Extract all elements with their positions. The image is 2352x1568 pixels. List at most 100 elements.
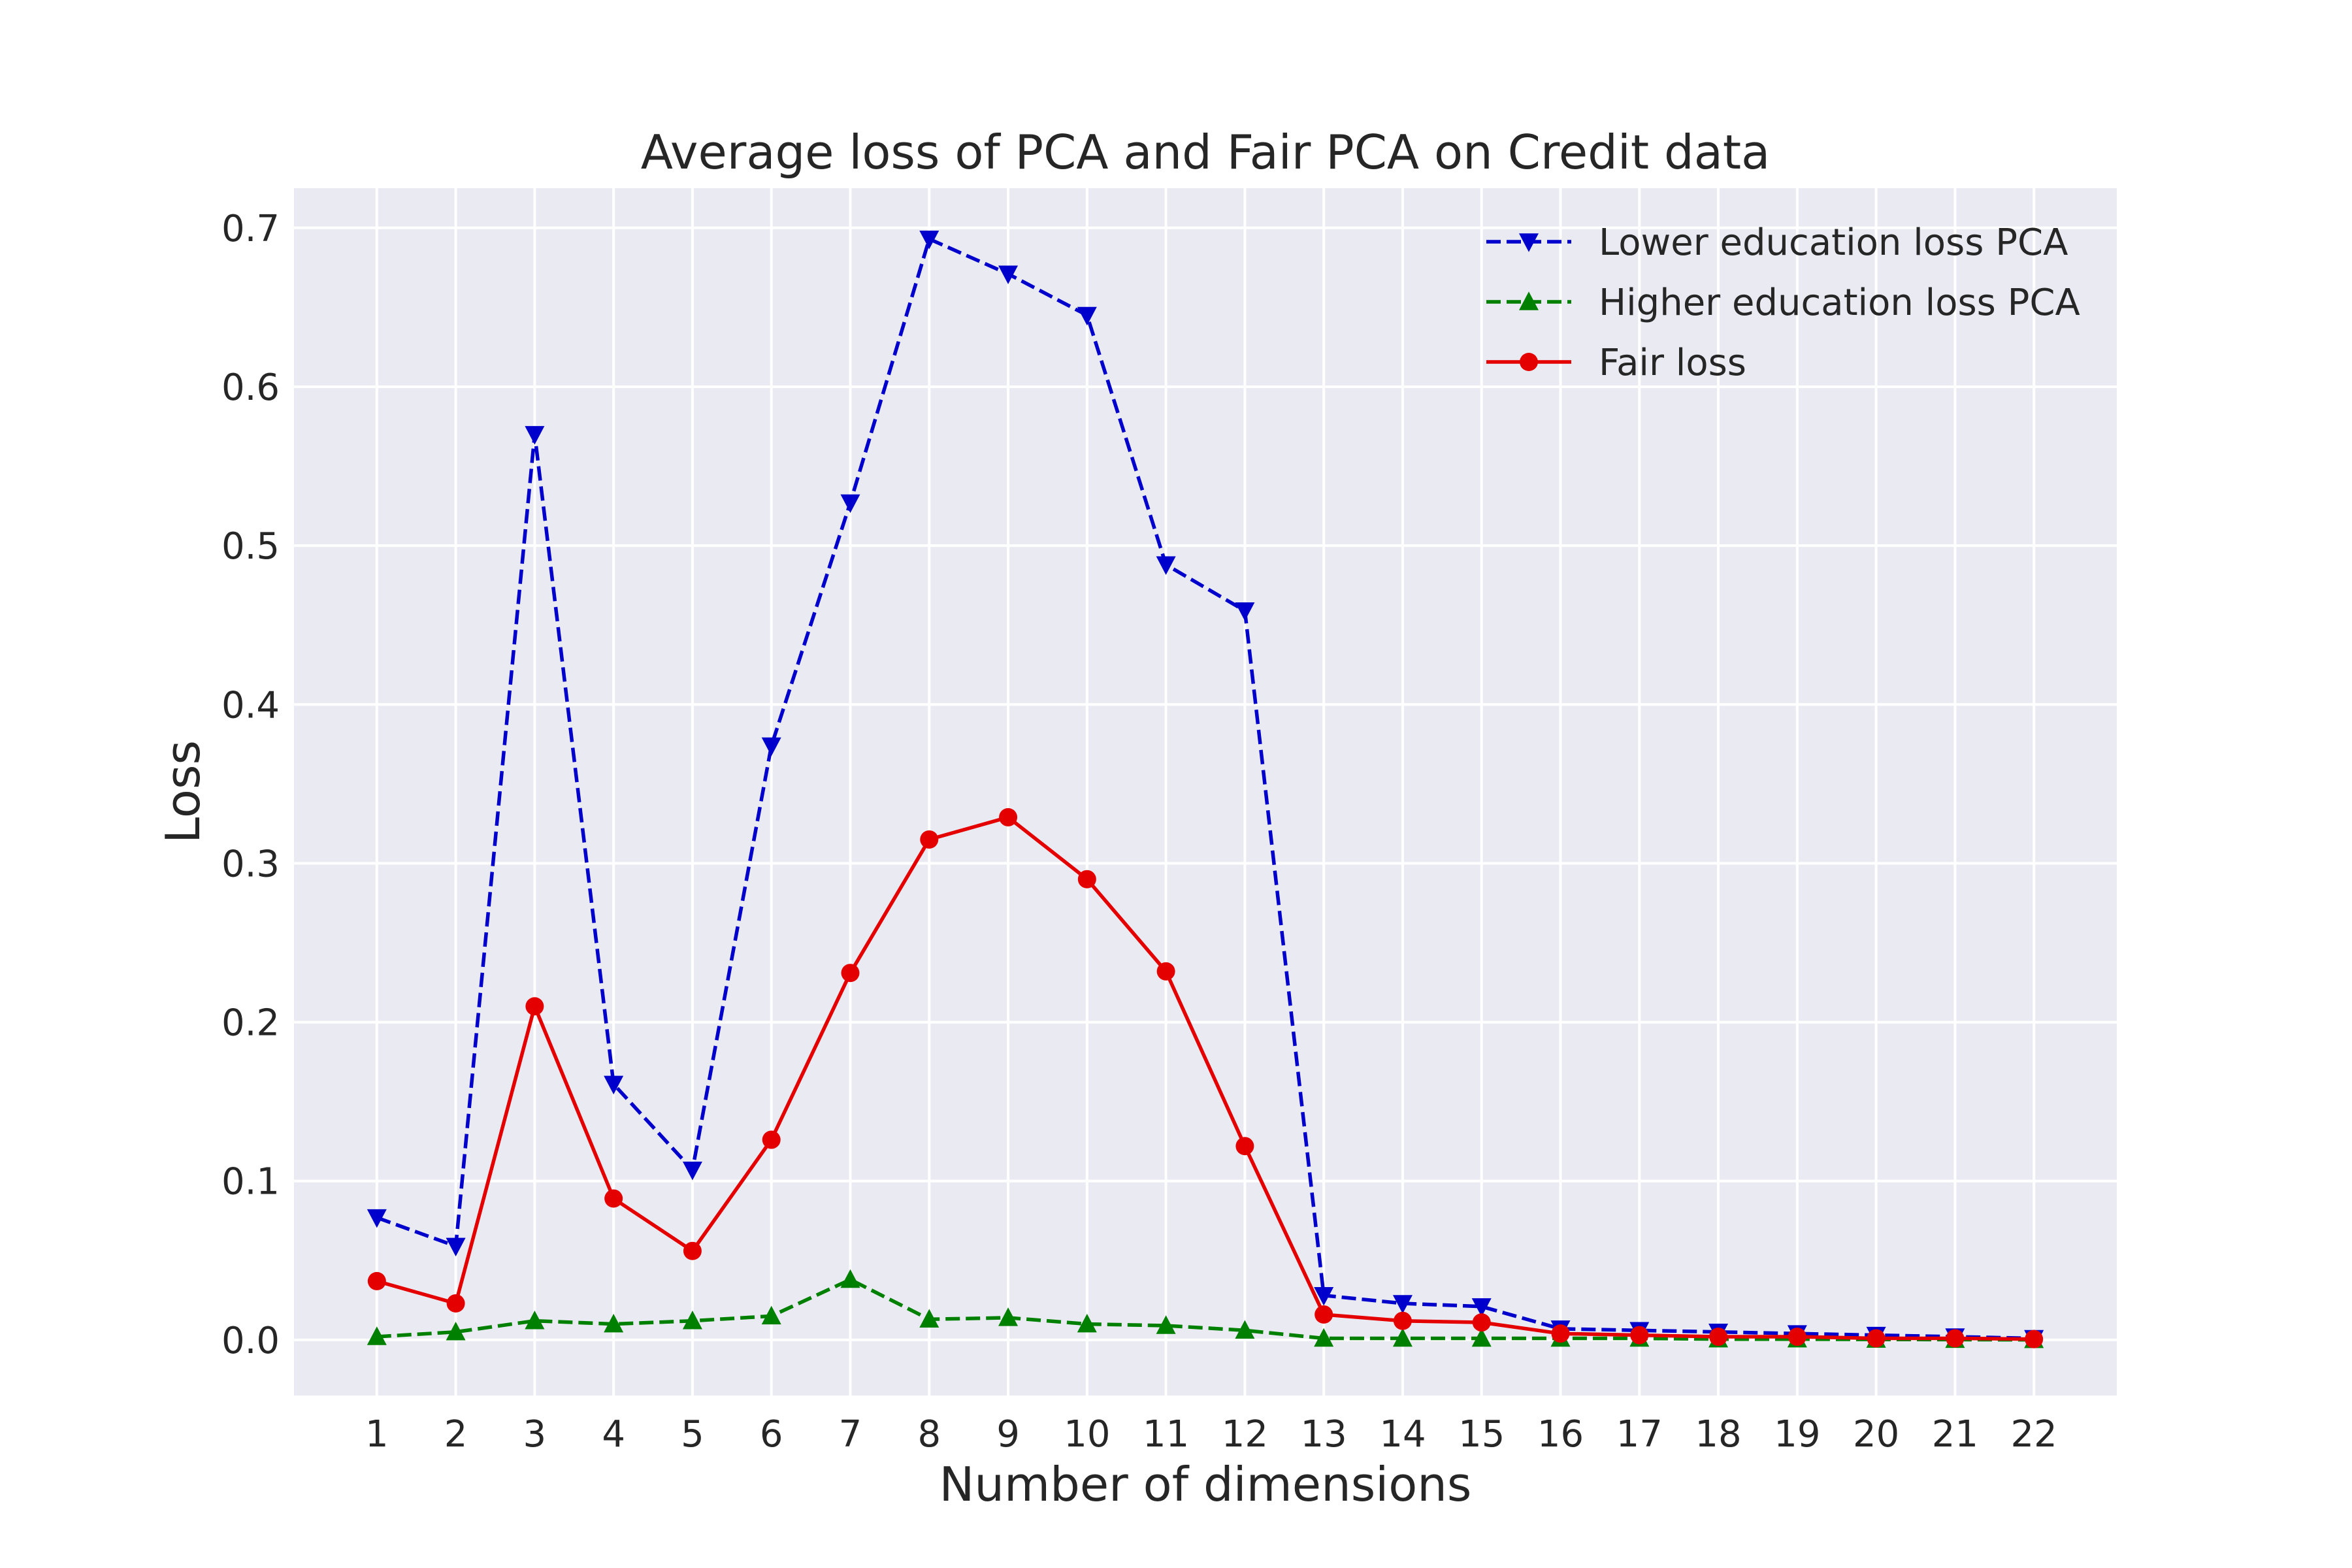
data-point — [1709, 1328, 1728, 1347]
data-point — [1393, 1311, 1412, 1330]
data-point — [682, 1310, 702, 1330]
y-tick-labels: 0.0 0.1 0.2 0.3 0.4 0.5 0.6 0.7 — [221, 208, 280, 1362]
x-tick-label: 2 — [444, 1413, 468, 1456]
chart-title: Average loss of PCA and Fair PCA on Cred… — [641, 125, 1770, 180]
x-tick-label: 11 — [1143, 1413, 1189, 1456]
data-point — [367, 1271, 386, 1290]
data-point — [1472, 1313, 1491, 1332]
y-tick-label: 0.2 — [221, 1002, 280, 1045]
y-tick-label: 0.6 — [221, 367, 280, 409]
data-point — [367, 1209, 387, 1228]
data-point — [446, 1321, 466, 1341]
data-point — [682, 1161, 702, 1181]
data-point — [1156, 962, 1175, 981]
x-tick-label: 13 — [1301, 1413, 1347, 1456]
data-point — [525, 1310, 545, 1330]
y-tick-label: 0.3 — [221, 843, 280, 885]
data-point — [998, 1307, 1019, 1326]
data-point — [1235, 1320, 1255, 1339]
legend-item: Lower education loss PCA — [1486, 221, 2068, 264]
data-point — [1630, 1326, 1649, 1345]
x-axis-label: Number of dimensions — [939, 1457, 1472, 1512]
legend-item: Fair loss — [1486, 342, 1746, 384]
data-point — [367, 1326, 387, 1345]
data-point — [840, 1269, 860, 1288]
data-point — [998, 265, 1019, 285]
x-tick-label: 5 — [681, 1413, 704, 1456]
series-3 — [367, 808, 2044, 1348]
legend-marker — [1519, 291, 1539, 310]
data-point — [1946, 1329, 1965, 1348]
data-point — [999, 808, 1018, 826]
data-point — [604, 1313, 624, 1333]
data-point — [1551, 1324, 1570, 1343]
data-point — [683, 1241, 702, 1260]
legend-label: Higher education loss PCA — [1599, 282, 2080, 324]
data-point — [1156, 1315, 1176, 1334]
data-point — [919, 231, 939, 250]
x-tick-label: 20 — [1853, 1413, 1899, 1456]
data-point — [1315, 1305, 1333, 1324]
data-point — [1077, 870, 1096, 889]
x-tick-label: 18 — [1695, 1413, 1741, 1456]
data-point — [446, 1237, 466, 1257]
series-line — [376, 237, 2034, 1341]
data-point — [1471, 1298, 1492, 1317]
series-line — [376, 815, 2034, 1341]
x-tick-label: 16 — [1537, 1413, 1584, 1456]
y-gridlines — [294, 226, 2117, 1341]
x-tick-label: 22 — [2011, 1413, 2057, 1456]
data-point — [761, 1305, 781, 1325]
data-point — [1077, 306, 1097, 326]
data-point — [1867, 1329, 1886, 1348]
data-point — [525, 997, 544, 1016]
data-point — [1314, 1328, 1334, 1347]
data-point — [2025, 1330, 2044, 1348]
x-tick-label: 3 — [523, 1413, 547, 1456]
data-point — [1077, 1313, 1097, 1333]
x-tick-label: 10 — [1064, 1413, 1110, 1456]
x-gridlines — [375, 188, 2036, 1396]
x-tick-label: 17 — [1616, 1413, 1663, 1456]
legend-marker — [1519, 233, 1539, 252]
data-point — [604, 1075, 624, 1095]
legend-item: Higher education loss PCA — [1486, 282, 2080, 324]
plot-background — [294, 188, 2117, 1396]
x-tick-label: 19 — [1774, 1413, 1820, 1456]
data-point — [1314, 1287, 1334, 1306]
y-axis-label: Loss — [155, 740, 210, 843]
data-point — [1156, 556, 1176, 576]
legend-label: Fair loss — [1599, 342, 1746, 384]
data-point — [1235, 602, 1255, 621]
x-tick-labels: 1 2 3 4 5 6 7 8 9 10 11 12 13 14 15 16 17 18 19 20 21 22 — [365, 1413, 2057, 1456]
x-tick-label: 14 — [1379, 1413, 1426, 1456]
data-point — [841, 964, 860, 983]
x-tick-label: 15 — [1458, 1413, 1505, 1456]
data-point — [1788, 1328, 1806, 1347]
y-tick-label: 0.5 — [221, 525, 280, 568]
data-point — [761, 737, 781, 757]
data-point — [446, 1294, 465, 1313]
legend-marker — [1520, 353, 1538, 371]
y-tick-label: 0.7 — [221, 208, 280, 250]
x-tick-label: 1 — [365, 1413, 389, 1456]
x-tick-label: 9 — [996, 1413, 1020, 1456]
data-point — [919, 1309, 939, 1328]
legend-label: Lower education loss PCA — [1599, 221, 2068, 264]
x-tick-label: 8 — [917, 1413, 941, 1456]
data-point — [1235, 1137, 1254, 1156]
data-point — [920, 830, 939, 849]
data-point — [1392, 1295, 1413, 1314]
series-line — [376, 1277, 2034, 1342]
x-tick-label: 21 — [1932, 1413, 1978, 1456]
series-layer — [367, 231, 2044, 1349]
data-point — [604, 1189, 623, 1208]
data-point — [840, 494, 860, 514]
x-tick-label: 12 — [1222, 1413, 1268, 1456]
x-tick-label: 6 — [760, 1413, 783, 1456]
y-tick-label: 0.4 — [221, 684, 280, 727]
data-point — [525, 426, 545, 445]
y-tick-label: 0.1 — [221, 1161, 280, 1203]
legend: Lower education loss PCA Higher education… — [1486, 221, 2080, 384]
